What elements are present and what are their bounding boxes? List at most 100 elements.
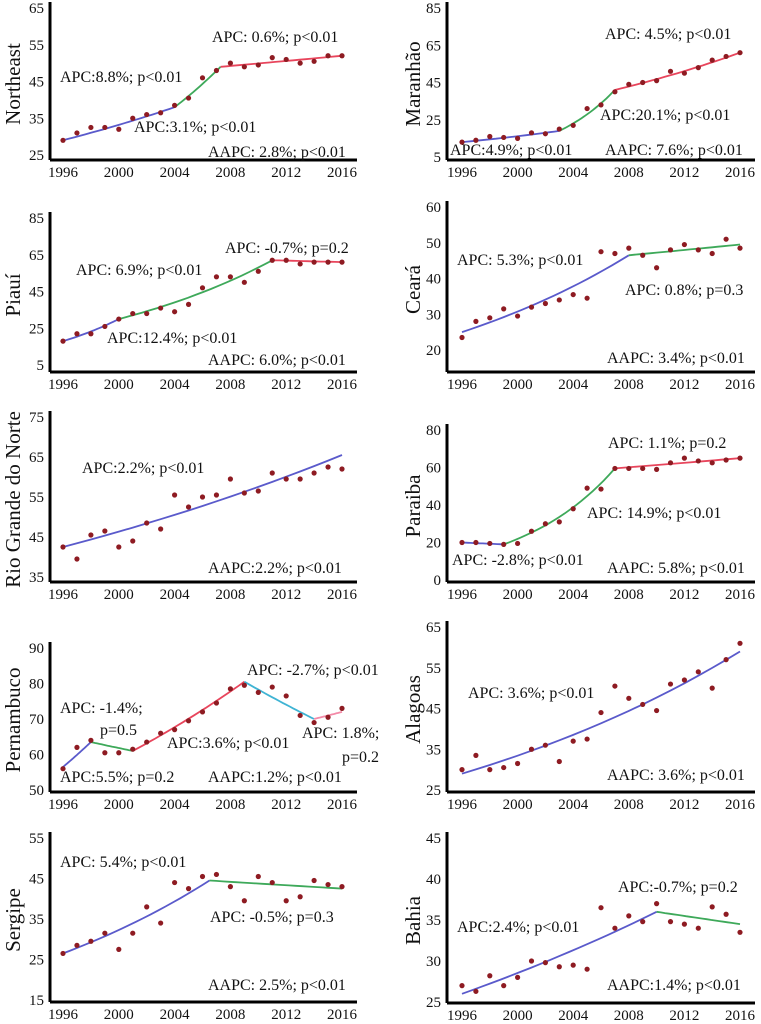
data-point (640, 919, 646, 925)
x-tick-label: 2004 (558, 377, 589, 393)
apc-annotation: AAPC: 3.6%; p<0.01 (607, 767, 745, 784)
x-tick-label: 2016 (725, 377, 756, 393)
data-point (283, 56, 289, 63)
data-point (213, 700, 220, 706)
panel-maranhão: 5 25 45 65 85 1996 2000 2004 2008 2012 2016 Maranhã… (401, 1, 756, 181)
y-tick-label: 65 (426, 38, 441, 54)
y-tick-label: 60 (426, 200, 441, 216)
data-point (501, 134, 507, 141)
apc-annotation: APC: -2.8%; p<0.01 (452, 552, 584, 569)
x-tick-label: 2016 (327, 377, 358, 393)
x-tick-label: 2016 (327, 1007, 358, 1023)
y-tick-label: 25 (426, 783, 441, 799)
panel-alagoas: 25 35 45 55 65 1996 2000 2004 2008 2012 2016 Alagoa… (401, 620, 756, 813)
apc-annotation: AAPC: 3.4%; p<0.01 (607, 350, 745, 367)
panel-pernambuco: 50 60 70 80 90 1996 2000 2004 2008 2012 2016 Pernam… (1, 641, 379, 813)
y-tick-label: 45 (29, 285, 44, 301)
data-point (144, 520, 150, 526)
x-tick-label: 1996 (48, 165, 79, 181)
x-tick-label: 2016 (725, 1008, 756, 1024)
data-point (158, 305, 164, 311)
x-tick-label: 2016 (725, 587, 756, 603)
apc-annotation: AAPC: 2.5%; p<0.01 (208, 977, 346, 994)
apc-annotation: APC: 6.9%; p<0.01 (76, 262, 202, 279)
data-point (681, 921, 687, 927)
x-tick-label: 2004 (160, 377, 191, 393)
data-point (737, 50, 743, 56)
apc-annotation: APC:8.8%; p<0.01 (60, 69, 182, 86)
data-point (74, 744, 80, 750)
data-point (172, 102, 178, 108)
y-tick-label: 65 (29, 1, 44, 17)
panel-northeast: 25 35 45 55 65 1996 2000 2004 2008 2012 2016 Northe… (1, 1, 358, 181)
x-tick-label: 2008 (614, 1008, 644, 1024)
data-point (709, 250, 715, 257)
data-point (709, 904, 715, 910)
y-tick-label: 25 (29, 953, 44, 969)
x-tick-label: 2008 (215, 1007, 245, 1023)
data-point (737, 929, 743, 935)
y-tick-label: 30 (426, 954, 441, 970)
data-point (528, 746, 535, 752)
data-point (269, 55, 275, 61)
data-point (556, 758, 562, 765)
data-point (185, 886, 192, 892)
y-tick-label: 5 (37, 358, 45, 374)
panel-bahia: 25 30 35 40 45 1996 2000 2004 2008 2012 2016 Bahia A… (401, 831, 756, 1024)
y-tick-label: 40 (426, 272, 441, 288)
data-point (158, 730, 164, 736)
data-point (172, 309, 178, 315)
x-tick-label: 2000 (503, 165, 533, 181)
data-point (60, 950, 66, 957)
x-tick-label: 2004 (558, 797, 589, 813)
data-point (542, 960, 548, 966)
x-tick-label: 1996 (447, 165, 478, 181)
data-point (325, 259, 331, 265)
data-point (283, 257, 289, 263)
data-point (709, 57, 715, 63)
x-tick-label: 2012 (271, 165, 301, 181)
data-point (102, 323, 108, 330)
y-tick-label: 60 (29, 748, 44, 764)
x-tick-label: 1996 (48, 797, 79, 813)
data-point (297, 894, 303, 900)
data-point (654, 707, 660, 714)
data-point (487, 973, 493, 979)
data-point (269, 257, 275, 263)
apc-annotation: APC: 14.9%; p<0.01 (587, 505, 721, 522)
y-axis-label: Piauí (1, 273, 25, 316)
trend-segment (174, 66, 222, 108)
data-point (325, 464, 331, 470)
data-point (172, 727, 178, 733)
data-point (130, 746, 136, 752)
data-point (695, 247, 701, 253)
data-point (612, 925, 618, 931)
data-point (213, 871, 220, 878)
x-tick-label: 1996 (447, 797, 478, 813)
y-tick-label: 85 (29, 211, 44, 227)
data-point (269, 684, 275, 690)
data-point (501, 983, 507, 989)
data-point (283, 898, 289, 904)
x-tick-label: 2000 (104, 587, 134, 603)
y-tick-label: 90 (29, 641, 44, 657)
x-tick-label: 1996 (48, 1007, 79, 1023)
y-tick-label: 80 (29, 677, 44, 693)
data-point (695, 925, 701, 931)
data-point (185, 95, 192, 101)
data-point (144, 739, 150, 745)
y-tick-label: 50 (29, 783, 44, 799)
data-point (60, 137, 66, 143)
y-tick-label: 50 (426, 236, 441, 252)
panel-rio-grande-do-norte: 35 45 55 65 75 1996 2000 2004 2008 2012 2016 Rio Gr… (1, 410, 358, 603)
data-point (681, 677, 687, 683)
x-tick-label: 2000 (104, 377, 134, 393)
data-point (185, 504, 192, 510)
data-point (60, 544, 66, 550)
y-axis-label: Maranhão (401, 41, 425, 126)
y-tick-label: 40 (426, 498, 441, 514)
data-point (255, 268, 261, 274)
data-point (213, 492, 220, 498)
data-point (88, 124, 94, 131)
